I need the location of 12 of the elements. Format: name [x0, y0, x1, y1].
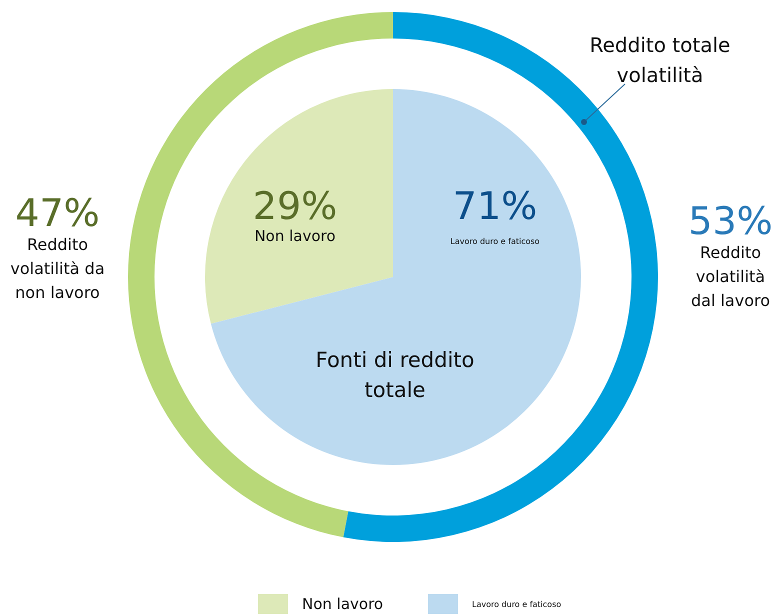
slice-label: Non lavoro: [253, 226, 337, 246]
data-label: 53%: [687, 199, 774, 243]
data-label: 47%: [14, 191, 101, 235]
slice-label: Lavoro duro e faticoso: [449, 236, 541, 248]
legend-label: Non lavoro: [302, 595, 384, 613]
data-label: 29%: [252, 184, 338, 228]
slice-label: Reddito volatilità dal lavoro: [690, 242, 771, 312]
text: Reddito totale volatilità: [588, 32, 732, 89]
slice-label: Reddito volatilità da non lavoro: [10, 234, 105, 304]
data-label: 71%: [452, 184, 538, 228]
text: Fonti di reddito totale: [314, 347, 476, 404]
slice-label: Lavoro duro e faticoso: [472, 600, 562, 608]
